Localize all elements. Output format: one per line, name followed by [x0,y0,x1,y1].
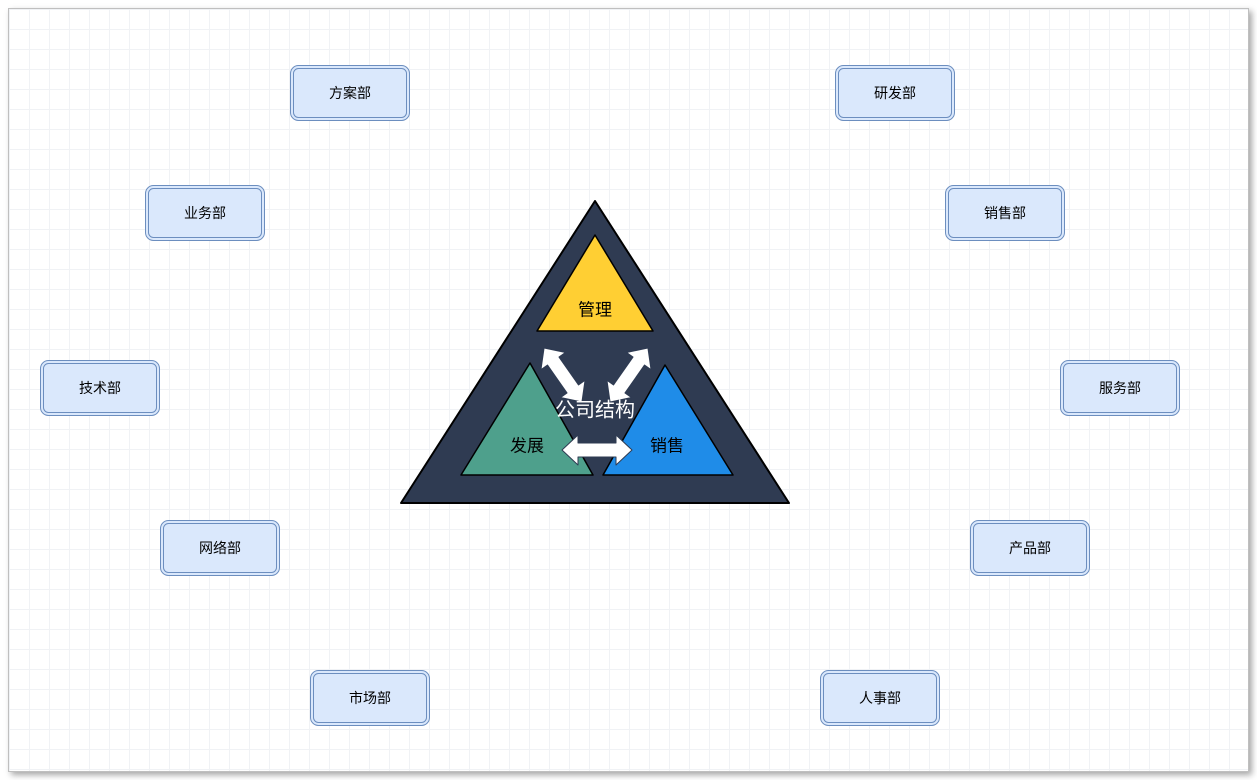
sub-triangle-label: 管理 [578,300,612,319]
dept-shichang[interactable]: 市场部 [310,670,430,726]
dept-fangan[interactable]: 方案部 [290,65,410,121]
dept-renshi[interactable]: 人事部 [820,670,940,726]
dept-label: 方案部 [329,83,371,103]
dept-label: 市场部 [349,688,391,708]
dept-yanfa[interactable]: 研发部 [835,65,955,121]
dept-jishu[interactable]: 技术部 [40,360,160,416]
dept-label: 服务部 [1099,378,1141,398]
dept-label: 产品部 [1009,538,1051,558]
center-title: 公司结构 [555,398,635,421]
dept-label: 网络部 [199,538,241,558]
dept-label: 人事部 [859,688,901,708]
dept-xiaoshou[interactable]: 销售部 [945,185,1065,241]
dept-label: 业务部 [184,203,226,223]
dept-fuwu[interactable]: 服务部 [1060,360,1180,416]
dept-label: 技术部 [79,378,121,398]
dept-chanpin[interactable]: 产品部 [970,520,1090,576]
center-triangle: 公司结构 管理发展 销售 [395,195,795,509]
diagram-canvas: 方案部业务部技术部网络部市场部 研发部销售部服务部产品部人事部 公司结构 管理发展 销售 [0,0,1257,780]
sub-triangle-label: 发展 [510,436,544,455]
dept-wangluo[interactable]: 网络部 [160,520,280,576]
dept-label: 销售部 [984,203,1026,223]
dept-yewu[interactable]: 业务部 [145,185,265,241]
sub-triangle-label: 销售 [650,436,684,455]
dept-label: 研发部 [874,83,916,103]
